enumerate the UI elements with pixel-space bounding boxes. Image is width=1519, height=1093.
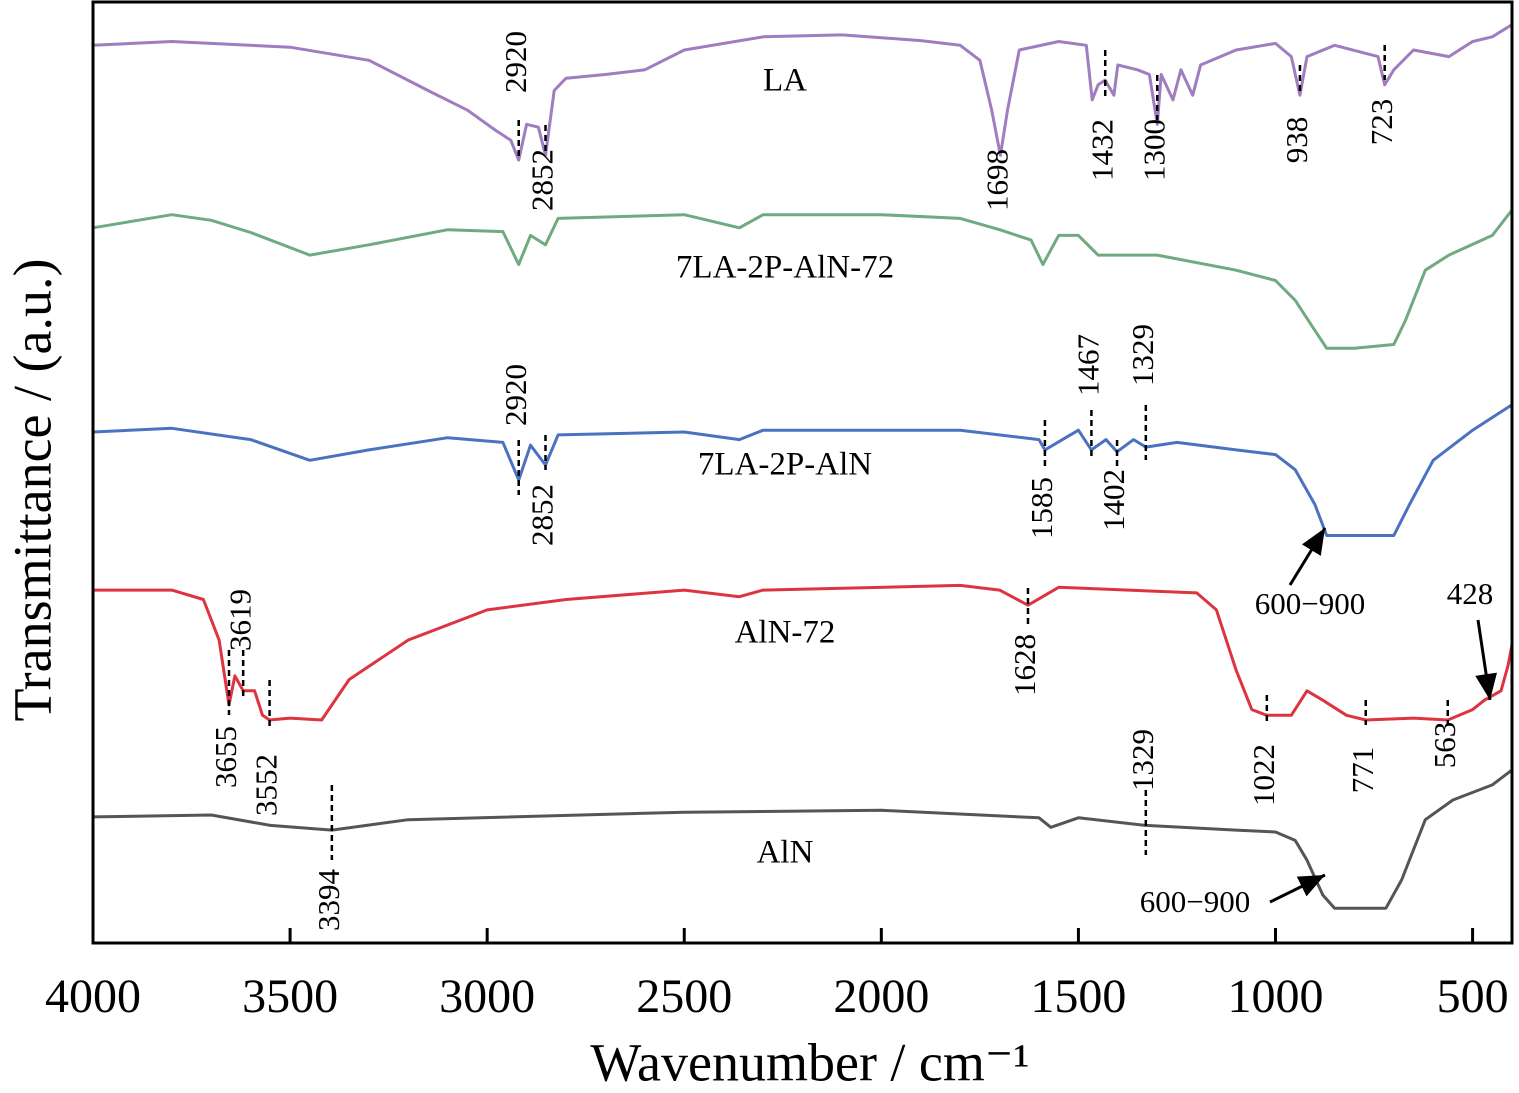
series-label: 7LA-2P-AlN (698, 447, 872, 483)
x-tick-label: 3500 (242, 970, 338, 1023)
spectrum-line (92, 403, 1513, 537)
spectrum-line (93, 583, 1514, 722)
x-tick-label: 500 (1437, 970, 1509, 1023)
peak-label: 1628 (1007, 634, 1042, 696)
series-label: 7LA-2P-AlN-72 (676, 250, 894, 286)
peak-label: 2920 (498, 364, 533, 426)
peak-label: 3619 (222, 589, 257, 651)
peak-label: 2920 (498, 31, 533, 93)
peak-label: 1698 (979, 149, 1014, 211)
arrow-head (1475, 672, 1498, 700)
spectrum-line (92, 768, 1513, 910)
peak-label: 1329 (1125, 324, 1160, 386)
plot-frame (91, 0, 1514, 945)
spectrum-line (92, 209, 1514, 350)
peak-label: 1585 (1024, 477, 1059, 539)
x-tick-label: 1000 (1228, 970, 1324, 1023)
x-tick-label: 2000 (833, 970, 929, 1023)
peak-label: 1329 (1125, 729, 1160, 791)
peak-label: 723 (1364, 99, 1399, 146)
peak-label: 1432 (1084, 119, 1119, 181)
peak-label: 938 (1279, 117, 1314, 164)
peak-label: 3552 (249, 754, 284, 816)
peak-label: 1022 (1246, 744, 1281, 806)
peak-label: 1467 (1071, 334, 1106, 396)
arrow-head (1296, 875, 1325, 897)
x-tick-label: 2500 (636, 970, 732, 1023)
series-label: AlN (757, 835, 814, 871)
peak-label: 2852 (525, 149, 560, 211)
annotation: 600−900 (1255, 586, 1365, 621)
peak-label: 2852 (525, 484, 560, 546)
peak-label: 3655 (208, 726, 243, 788)
series-label: LA (763, 63, 807, 99)
peak-label: 3394 (311, 869, 346, 932)
arrow-head (1302, 528, 1325, 556)
x-axis-label: Wavenumber / cm⁻¹ (590, 1032, 1029, 1092)
x-tick-label: 4000 (45, 970, 141, 1023)
peak-label: 1300 (1136, 119, 1171, 181)
annotation: 600−900 (1140, 884, 1250, 919)
spectrum-line (92, 23, 1513, 162)
series-label: AlN-72 (735, 615, 836, 651)
x-tick-label: 1500 (1030, 970, 1126, 1023)
peak-label: 563 (1427, 722, 1462, 769)
x-tick-label: 3000 (439, 970, 535, 1023)
peak-label: 771 (1345, 747, 1380, 794)
peak-label: 1402 (1096, 469, 1131, 531)
annotation: 428 (1447, 576, 1494, 611)
y-axis-label: Transmittance / (a.u.) (2, 259, 62, 722)
